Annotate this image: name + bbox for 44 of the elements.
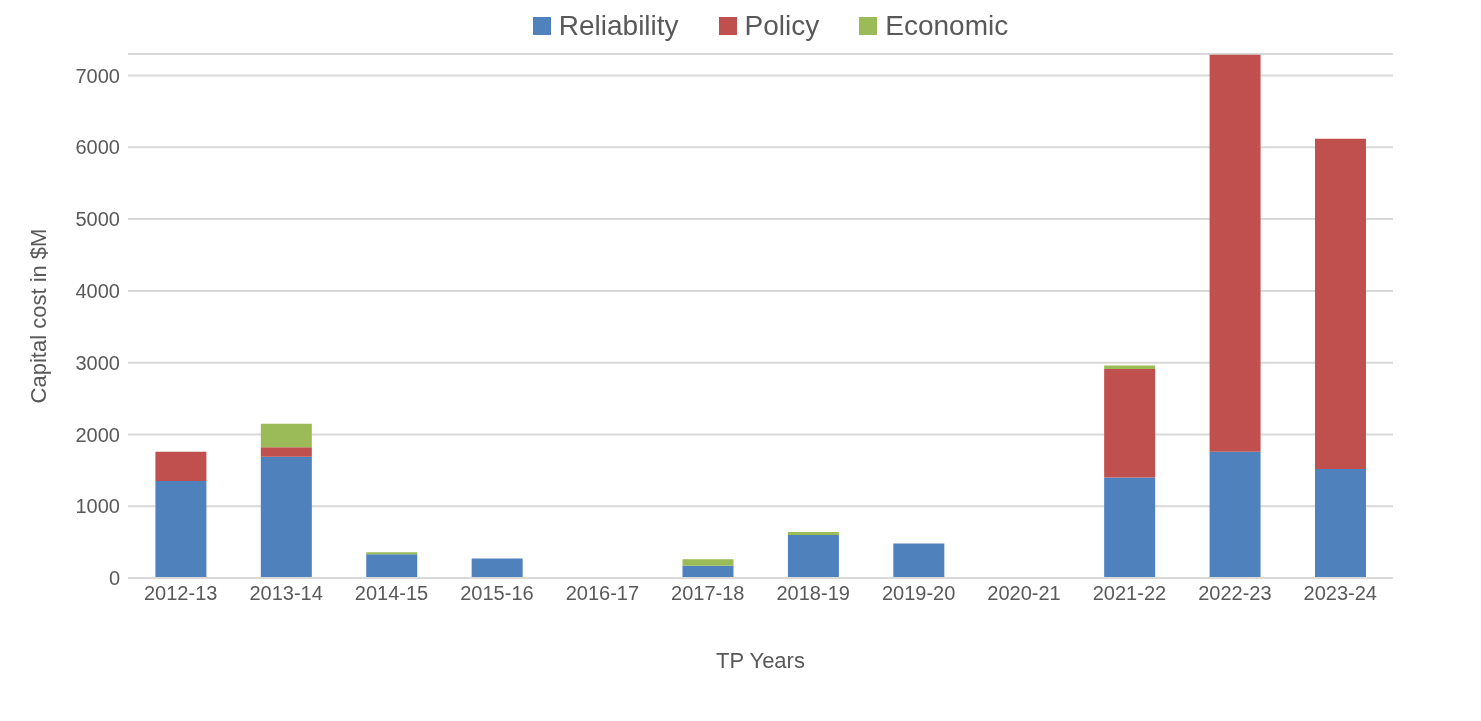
bar <box>787 534 839 578</box>
x-tick-label: 2018-19 <box>776 582 850 605</box>
bar <box>155 451 207 482</box>
bar <box>787 532 839 535</box>
x-tick-label: 2012-13 <box>144 582 218 605</box>
bar <box>471 558 523 578</box>
bar <box>260 423 312 448</box>
bar <box>682 559 734 566</box>
y-tick-label: 0 <box>108 567 120 590</box>
bar <box>682 565 734 578</box>
bar <box>1314 468 1366 578</box>
x-tick-label: 2014-15 <box>354 582 429 605</box>
x-tick-label: 2015-16 <box>460 582 534 605</box>
x-tick-label: 2019-20 <box>881 582 956 605</box>
bar <box>155 481 207 578</box>
legend-label: Policy <box>744 10 820 42</box>
bar <box>1209 451 1261 578</box>
y-tick-label: 1000 <box>75 495 120 518</box>
y-tick-label: 4000 <box>75 279 120 302</box>
bar <box>366 552 418 555</box>
x-tick-label: 2020-21 <box>987 582 1061 605</box>
y-tick-label: 5000 <box>75 208 120 231</box>
y-tick-label: 7000 <box>75 64 120 87</box>
x-tick-label: 2021-22 <box>1092 582 1167 605</box>
bar <box>1104 369 1156 478</box>
x-tick-label: 2016-17 <box>565 582 640 605</box>
x-tick-label: 2023-24 <box>1303 582 1377 605</box>
bar <box>1104 477 1156 578</box>
y-tick-label: 3000 <box>75 351 120 374</box>
legend-label: Reliability <box>558 10 679 42</box>
x-tick-label: 2017-18 <box>671 582 745 605</box>
bar <box>366 554 418 578</box>
bar <box>260 447 312 457</box>
y-tick-label: 6000 <box>75 136 120 159</box>
bar <box>893 543 945 578</box>
y-axis-title: Capital cost in $M <box>25 228 51 404</box>
x-tick-label: 2022-23 <box>1198 582 1272 605</box>
y-tick-label: 2000 <box>75 423 120 446</box>
x-axis-title: TP Years <box>716 648 805 673</box>
bar <box>260 456 312 578</box>
bar <box>1209 54 1261 452</box>
legend-label: Economic <box>885 10 1009 42</box>
x-tick-label: 2013-14 <box>249 582 323 605</box>
bar <box>1314 138 1366 469</box>
